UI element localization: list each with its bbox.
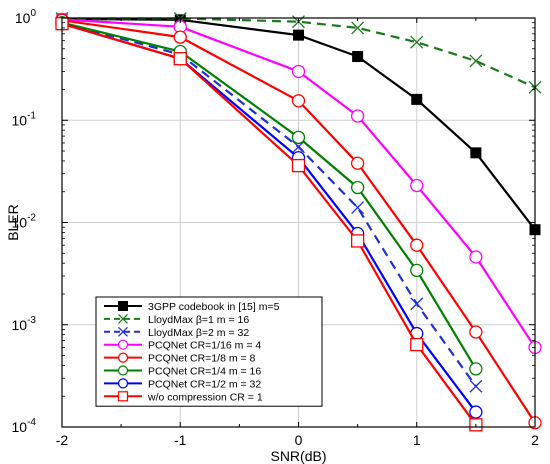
legend-label: w/o compression CR = 1 (147, 391, 263, 403)
y-tick-base: 10 (12, 215, 28, 231)
y-tick-label: 10-2 (12, 213, 37, 231)
legend-label: PCQNet CR=1/2 m = 32 (148, 378, 261, 390)
data-point (350, 156, 365, 170)
y-tick-label: 100 (15, 8, 37, 26)
data-point (469, 362, 483, 376)
legend-label: 3GPP codebook in [15] m=5 (148, 301, 280, 313)
x-tick-label: 1 (413, 432, 421, 448)
y-tick-exponent: -1 (27, 110, 36, 121)
data-point (291, 64, 306, 79)
data-point (410, 238, 424, 252)
data-point (351, 201, 365, 215)
data-point (291, 130, 306, 145)
legend-marker (118, 313, 128, 324)
data-point (470, 147, 482, 159)
data-point (410, 297, 424, 311)
legend-marker (117, 365, 129, 376)
x-tick-label: -2 (56, 432, 69, 448)
series-line (61, 21, 477, 370)
legend-marker (117, 339, 129, 350)
x-tick-label: -1 (174, 432, 187, 448)
legend-label: LloydMax β=1 m = 16 (148, 314, 249, 326)
data-point (410, 337, 424, 352)
legend-label: PCQNet CR=1/4 m = 16 (148, 366, 261, 378)
y-tick-exponent: -2 (27, 213, 36, 224)
y-tick-exponent: -3 (27, 315, 36, 326)
legend-marker (118, 326, 128, 337)
data-point (469, 325, 483, 339)
legend-marker (117, 378, 129, 389)
data-point (469, 405, 483, 419)
data-point (410, 263, 424, 278)
data-point (469, 250, 483, 264)
legend-label: PCQNet CR=1/8 m = 8 (148, 353, 256, 365)
data-point (293, 29, 304, 41)
x-tick-label: 2 (531, 432, 539, 448)
y-tick-base: 10 (12, 112, 28, 128)
y-tick-base: 10 (12, 317, 28, 333)
data-point (350, 180, 365, 195)
y-tick-exponent: 0 (30, 8, 36, 19)
data-point (350, 234, 365, 248)
series-7 (55, 17, 483, 432)
legend-box (95, 296, 323, 407)
y-tick-base: 10 (15, 10, 31, 26)
data-point (292, 140, 305, 154)
x-tick-label: 0 (295, 432, 303, 448)
data-point (411, 93, 423, 105)
y-tick-label: 10-1 (12, 110, 37, 128)
legend-marker (118, 301, 128, 311)
data-point (173, 52, 187, 66)
legend-label: LloydMax β=2 m = 32 (148, 327, 249, 339)
data-point (291, 158, 306, 173)
data-point (291, 94, 306, 108)
y-tick-exponent: -4 (27, 417, 36, 428)
data-point (410, 35, 424, 49)
data-point (350, 109, 365, 123)
series-line (61, 22, 477, 426)
data-point (352, 51, 364, 63)
data-point (469, 379, 483, 393)
legend-marker (117, 352, 129, 363)
data-point (410, 178, 424, 193)
series-line (61, 21, 477, 387)
legend-marker (117, 391, 129, 402)
data-point (469, 54, 483, 68)
y-axis-label: BLER (5, 204, 21, 241)
y-tick-label: 10-3 (12, 315, 37, 333)
data-point (351, 21, 365, 35)
legend-label: PCQNet CR=1/16 m = 4 (148, 340, 261, 352)
x-axis-label: SNR(dB) (270, 448, 326, 464)
y-tick-label: 10-4 (12, 417, 37, 435)
data-point (173, 30, 187, 44)
y-tick-base: 10 (12, 419, 28, 435)
